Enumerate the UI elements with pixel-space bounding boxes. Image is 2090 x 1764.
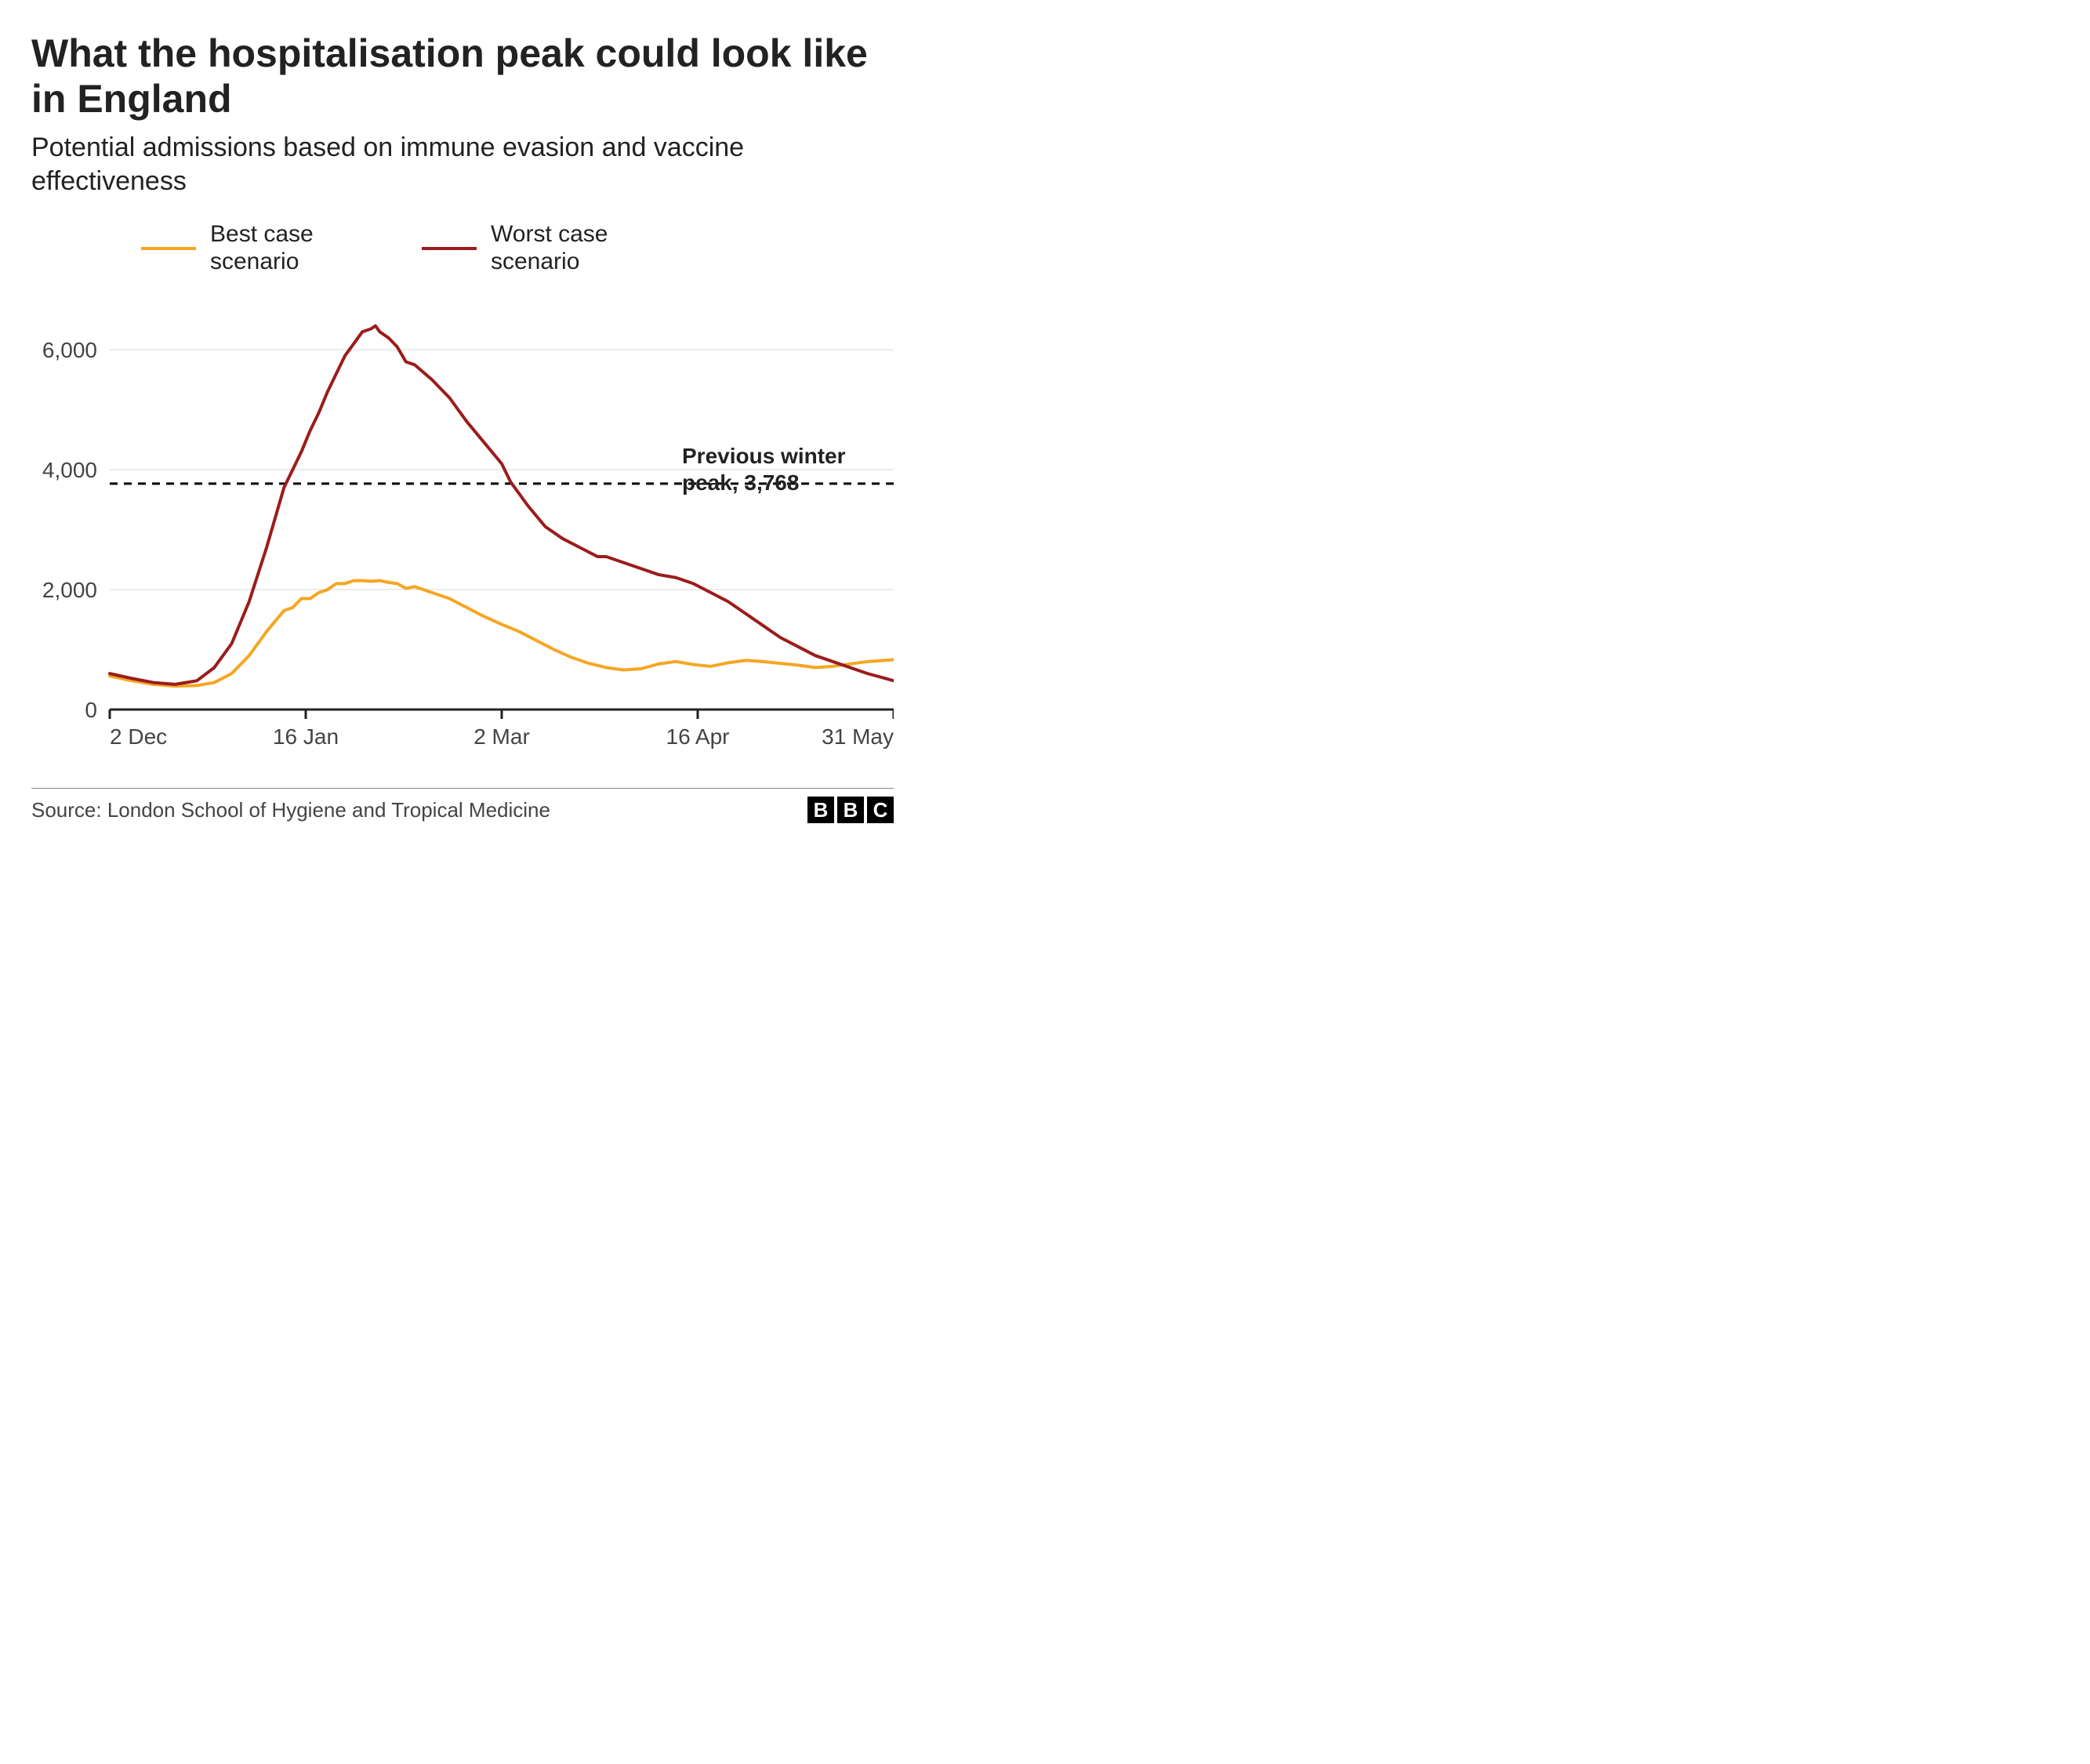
x-tick-label: 2 Mar (474, 724, 530, 749)
legend-swatch-best (141, 247, 196, 250)
legend-swatch-worst (422, 247, 477, 250)
y-tick-label: 4,000 (42, 458, 97, 482)
chart-legend: Best case scenario Worst case scenario (141, 221, 894, 275)
series-worst-line (110, 326, 894, 684)
chart-subtitle: Potential admissions based on immune eva… (31, 131, 894, 198)
legend-item-worst: Worst case scenario (422, 221, 648, 275)
bbc-logo-block: C (867, 797, 894, 823)
chart-source: Source: London School of Hygiene and Tro… (31, 798, 550, 822)
previous-peak-annotation: Previous winter peak, 3,768 (682, 443, 886, 495)
chart-title: What the hospitalisation peak could look… (31, 31, 894, 122)
x-tick-label: 16 Jan (273, 724, 339, 749)
bbc-logo-block: B (837, 797, 864, 823)
x-tick-label: 2 Dec (110, 724, 167, 749)
y-tick-label: 6,000 (42, 338, 97, 362)
legend-label-best: Best case scenario (210, 221, 367, 275)
legend-label-worst: Worst case scenario (491, 221, 648, 275)
x-tick-label: 31 May (822, 724, 894, 749)
bbc-logo-block: B (807, 797, 834, 823)
legend-item-best: Best case scenario (141, 221, 367, 275)
y-tick-label: 2,000 (42, 578, 97, 602)
y-tick-label: 0 (85, 698, 97, 722)
chart-card: What the hospitalisation peak could look… (0, 0, 925, 839)
chart-svg: 0 2,000 4,000 6,000 2 Dec 16 Jan 2 Mar 16 Apr 31… (31, 286, 894, 772)
x-tick-label: 16 Apr (666, 724, 730, 749)
chart-plot-area: 0 2,000 4,000 6,000 2 Dec 16 Jan 2 Mar 16 Apr 31… (31, 286, 894, 772)
chart-footer: Source: London School of Hygiene and Tro… (31, 788, 894, 823)
bbc-logo: B B C (807, 797, 894, 823)
